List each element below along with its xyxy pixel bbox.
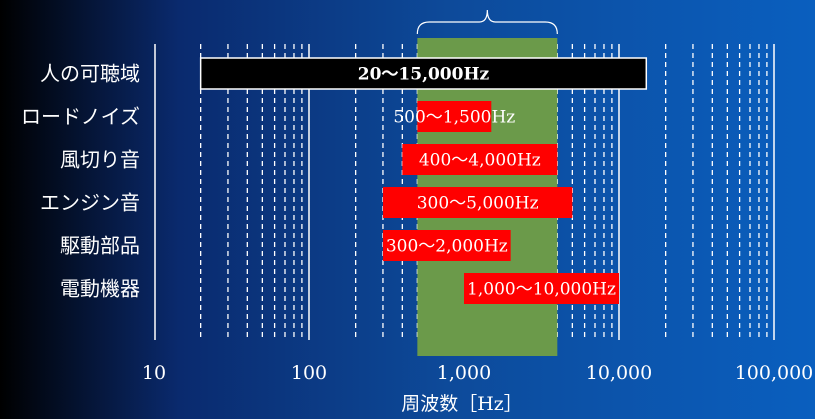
category-label: 人の可聴域 xyxy=(40,62,140,86)
x-tick-label: 100 xyxy=(291,362,327,384)
category-label: エンジン音 xyxy=(40,191,140,215)
bar-label: 1,000〜10,000Hz xyxy=(467,280,616,300)
bar-label: 400〜4,000Hz xyxy=(419,151,541,171)
x-tick-label: 100,000 xyxy=(735,362,814,384)
bar xyxy=(382,187,573,218)
label-layer: 人の可聴域 20〜15,000Hz ロードノイズ 500〜1,500Hz 風切り音 400… xyxy=(21,62,813,385)
bar-label: 300〜2,000Hz xyxy=(386,237,508,257)
category-label: 電動機器 xyxy=(60,277,140,301)
x-tick-label: 1,000 xyxy=(437,362,491,384)
bar xyxy=(382,230,511,261)
category-label: 駆動部品 xyxy=(60,234,140,258)
x-tick-label: 10 xyxy=(142,362,166,384)
bar-label: 300〜5,000Hz xyxy=(417,194,539,214)
category-label: ロードノイズ xyxy=(21,105,140,129)
x-axis-label: 周波数［Hz］ xyxy=(401,393,523,415)
bar xyxy=(199,57,648,90)
category-label: 風切り音 xyxy=(60,148,140,172)
bar-label: 20〜15,000Hz xyxy=(358,65,490,85)
bar xyxy=(464,273,619,304)
bar-layer xyxy=(199,57,648,304)
bar xyxy=(417,101,492,132)
band-brace xyxy=(416,9,558,35)
x-tick-label: 10,000 xyxy=(586,362,652,384)
bar-label: 500〜1,500Hz xyxy=(393,108,515,128)
bar xyxy=(402,144,558,175)
